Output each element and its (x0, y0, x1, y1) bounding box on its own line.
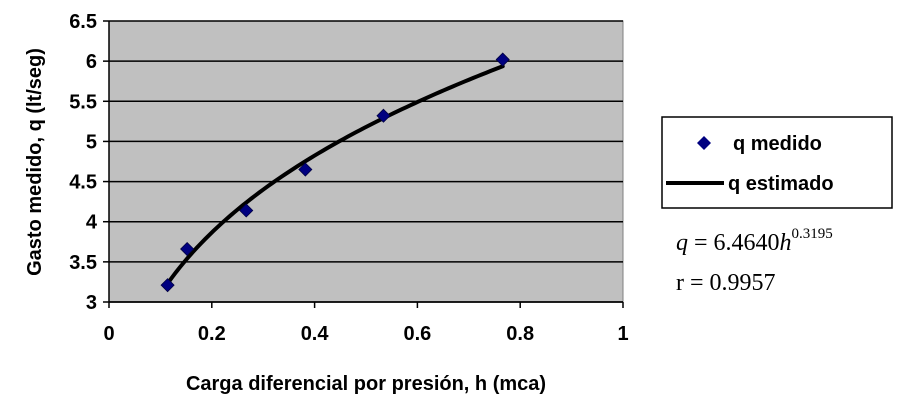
fitted-curve (165, 64, 505, 286)
x-tick-label-1: 0.2 (198, 323, 226, 345)
y-tick-label-0: 3 (86, 292, 97, 314)
y-tick-label-5: 5.5 (69, 91, 97, 113)
legend: q medido q estimado (661, 116, 893, 209)
legend-marker-diamond (697, 136, 711, 150)
plot-area (108, 20, 624, 303)
data-point-1 (180, 241, 195, 257)
y-tick-labels: 3 3.5 4 4.5 5 5.5 6 6.5 (69, 11, 98, 314)
legend-label-q-estimado: q estimado (728, 173, 834, 195)
data-point-3 (298, 162, 313, 177)
data-point-5 (495, 52, 510, 67)
axes (103, 20, 624, 308)
x-tick-label-3: 0.6 (403, 323, 431, 345)
data-point-2 (239, 203, 254, 218)
y-tick-label-2: 4 (86, 212, 98, 234)
y-tick-label-6: 6 (86, 51, 97, 73)
data-point-0 (160, 278, 175, 293)
data-point-4 (376, 108, 391, 123)
legend-box (661, 116, 893, 209)
y-tick-label-1: 3.5 (69, 252, 97, 274)
legend-label-q-medido: q medido (733, 133, 822, 155)
equation-mid: = 6.4640 (688, 230, 780, 256)
x-tick-labels: 0 0.2 0.4 0.6 0.8 1 (103, 323, 628, 345)
y-tick-label-7: 6.5 (69, 11, 97, 33)
equation-annotation: q = 6.4640h0.3195 r = 0.9957 (676, 226, 833, 296)
y-axis-label: Gasto medido, q (lt/seg) (24, 48, 46, 276)
y-tick-label-4: 5 (86, 131, 97, 153)
y-tick-label-3: 4.5 (69, 172, 97, 194)
x-axis-label: Carga diferencial por presión, h (mca) (186, 373, 546, 395)
x-tick-label-4: 0.8 (506, 323, 534, 345)
x-tick-label-0: 0 (103, 323, 114, 345)
equation-text: q = 6.4640h0.3195 (676, 226, 833, 256)
series-markers (160, 52, 510, 293)
x-tick-label-2: 0.4 (301, 323, 330, 345)
equation-exponent: 0.3195 (792, 226, 833, 242)
series-line (165, 64, 505, 286)
x-tick-label-5: 1 (617, 323, 628, 345)
equation-var: h (780, 230, 792, 256)
equation-lhs: q (676, 230, 688, 256)
correlation-text: r = 0.9957 (676, 270, 776, 296)
